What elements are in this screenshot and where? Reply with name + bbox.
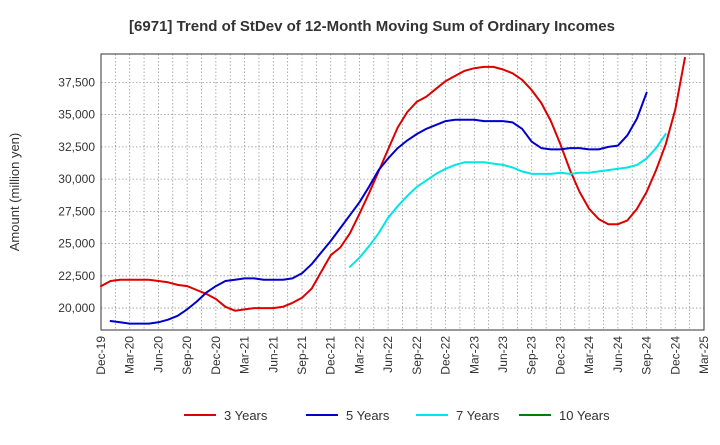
x-tick-label: Mar-21 [238,336,252,374]
plot-area-frame [100,53,705,331]
x-tick-label: Dec-20 [209,336,223,375]
x-tick-label: Sep-21 [295,336,309,375]
legend-label: 7 Years [456,408,500,423]
y-tick-label: 20,000 [58,301,95,315]
x-tick-label: Dec-19 [94,336,108,375]
x-tick-label: Mar-25 [697,336,711,374]
y-tick-label: 32,500 [58,140,95,154]
x-tick-label: Sep-22 [410,336,424,375]
series-line-7-years [348,133,667,268]
x-tick-label: Sep-20 [180,336,194,375]
x-tick-label: Dec-23 [553,336,567,375]
y-tick-label: 30,000 [58,172,95,186]
y-tick-label: 27,500 [58,204,95,218]
legend-label: 10 Years [559,408,610,423]
legend-label: 5 Years [346,408,390,423]
x-tick-label: Mar-23 [467,336,481,374]
x-tick-label: Dec-22 [439,336,453,375]
legend-label: 3 Years [224,408,268,423]
y-tick-label: 35,000 [58,108,95,122]
x-tick-label: Jun-21 [266,336,280,373]
x-tick-label: Jun-20 [151,336,165,373]
x-tick-label: Mar-20 [123,336,137,374]
y-tick-label: 25,000 [58,237,95,251]
x-tick-label: Mar-24 [582,336,596,374]
y-tick-label: 22,500 [58,269,95,283]
series-line-3-years [100,56,686,312]
series-layer [100,56,686,325]
x-tick-label: Sep-23 [525,336,539,375]
x-tick-label: Dec-21 [324,336,338,375]
chart-title: [6971] Trend of StDev of 12-Month Moving… [129,18,615,35]
y-tick-label: 37,500 [58,75,95,89]
series-line-5-years [109,91,648,325]
x-tick-label: Jun-24 [611,336,625,373]
y-axis-tick-labels: 20,000 22,500 25,000 27,500 30,000 32,500 35,0… [58,75,95,315]
x-tick-label: Mar-22 [352,336,366,374]
x-tick-label: Dec-24 [668,336,682,375]
x-axis-tick-labels: Dec-19 Mar-20 Jun-20 Sep-20 Dec-20 Mar-21 Jun-… [94,336,711,375]
y-axis-label: Amount (million yen) [7,133,22,252]
legend: 3 Years 5 Years 7 Years 10 Years [184,408,610,423]
x-tick-label: Sep-24 [640,336,654,375]
x-tick-label: Jun-22 [381,336,395,373]
x-tick-label: Jun-23 [496,336,510,373]
grid-layer [101,54,704,330]
